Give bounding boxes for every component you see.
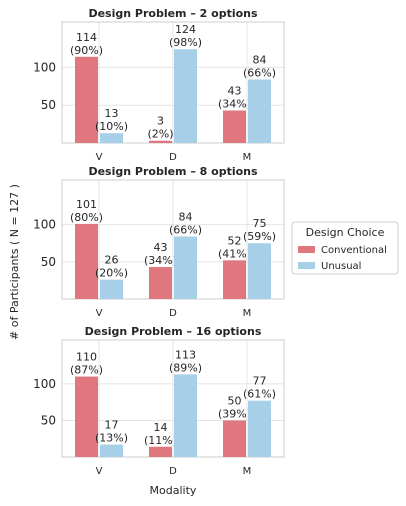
y-tick-label: 100 (33, 60, 56, 74)
bar-conventional-d (149, 140, 172, 143)
data-label-count: 52 (228, 234, 242, 247)
legend-title: Design Choice (306, 226, 385, 239)
legend-box (291, 221, 399, 275)
data-label-count: 110 (76, 351, 97, 364)
panel-title: Design Problem – 2 options (88, 7, 258, 20)
legend: Design Choice Conventional Unusual (291, 221, 399, 275)
data-label-percent: (39%) (218, 407, 251, 420)
data-label-count: 17 (105, 419, 119, 432)
data-label-percent: (11%) (144, 434, 177, 447)
panel-3: 50 100 Design Problem – 16 options V 110(87%… (33, 325, 285, 477)
data-label-count: 50 (228, 394, 242, 407)
legend-swatch-conventional (298, 246, 315, 253)
data-label-count: 101 (76, 198, 97, 211)
data-label-percent: (59%) (243, 230, 276, 243)
bar-unusual-v (100, 279, 123, 299)
x-tick-label: D (169, 308, 177, 319)
data-label-count: 75 (253, 217, 267, 230)
bar-unusual-m (248, 243, 271, 299)
legend-label-unusual: Unusual (321, 261, 361, 272)
x-tick-label: M (243, 466, 252, 477)
data-label-count: 43 (228, 84, 242, 97)
bar-conventional-m (223, 110, 246, 143)
plot-frame (61, 21, 285, 144)
data-label-count: 13 (105, 107, 119, 120)
data-label-percent: (87%) (70, 364, 103, 377)
data-label-count: 84 (179, 211, 193, 224)
plot-frame (61, 339, 285, 458)
data-label-count: 114 (76, 31, 97, 44)
bar-unusual-d (174, 49, 197, 143)
data-label-percent: (80%) (70, 211, 103, 224)
bar-conventional-v (75, 223, 98, 299)
data-label-percent: (90%) (70, 44, 103, 57)
panel-1: 50 100 Design Problem – 2 options V 114(90%)… (33, 7, 285, 163)
data-label-percent: (13%) (95, 432, 128, 445)
data-label-count: 3 (157, 115, 164, 128)
y-tick-label: 50 (41, 255, 56, 269)
data-label-percent: (98%) (169, 36, 202, 49)
bar-unusual-d (174, 236, 197, 299)
data-label-count: 14 (154, 421, 168, 434)
data-label-percent: (20%) (95, 267, 128, 280)
bar-conventional-v (75, 376, 98, 457)
data-label-percent: (41%) (218, 247, 251, 260)
legend-label-conventional: Conventional (321, 245, 387, 256)
x-tick-label: V (96, 466, 103, 477)
data-label-percent: (61%) (243, 388, 276, 401)
panel-title: Design Problem – 16 options (85, 325, 262, 338)
bar-conventional-d (149, 446, 172, 457)
data-label-count: 84 (253, 53, 267, 66)
legend-swatch-unusual (298, 262, 315, 269)
bar-unusual-v (100, 133, 123, 143)
data-label-percent: (34%) (144, 254, 177, 267)
y-axis-label: # of Participants ( N = 127 ) (8, 184, 21, 340)
panel-title: Design Problem – 8 options (88, 165, 258, 178)
data-label-count: 124 (175, 23, 196, 36)
x-tick-label: M (243, 152, 252, 163)
data-label-count: 113 (175, 348, 196, 361)
data-label-count: 77 (253, 375, 267, 388)
bar-unusual-m (248, 79, 271, 143)
data-label-count: 26 (105, 254, 119, 267)
data-label-count: 43 (154, 241, 168, 254)
data-label-percent: (34%) (218, 97, 251, 110)
data-label-percent: (66%) (169, 224, 202, 237)
x-axis-label: Modality (150, 484, 197, 497)
data-label-percent: (2%) (147, 128, 173, 141)
y-tick-label: 100 (33, 377, 56, 391)
x-tick-label: D (169, 466, 177, 477)
y-tick-label: 50 (41, 413, 56, 427)
bar-unusual-d (174, 374, 197, 457)
data-label-percent: (10%) (95, 120, 128, 133)
x-tick-label: D (169, 152, 177, 163)
chart-panels: 50 100 Design Problem – 2 options V 114(90%)… (33, 7, 285, 477)
panel-2: 50 100 Design Problem – 8 options V 101(80%)… (33, 165, 285, 319)
x-tick-label: M (243, 308, 252, 319)
y-tick-label: 100 (33, 218, 56, 232)
bar-unusual-m (248, 400, 271, 457)
bar-conventional-d (149, 267, 172, 299)
y-tick-label: 50 (41, 98, 56, 112)
x-tick-label: V (96, 308, 103, 319)
bar-conventional-m (223, 260, 246, 299)
x-tick-label: V (96, 152, 103, 163)
data-label-percent: (89%) (169, 361, 202, 374)
plot-frame (61, 179, 285, 300)
data-label-percent: (66%) (243, 66, 276, 79)
bar-conventional-m (223, 420, 246, 457)
bar-unusual-v (100, 444, 123, 457)
bar-conventional-v (75, 56, 98, 143)
